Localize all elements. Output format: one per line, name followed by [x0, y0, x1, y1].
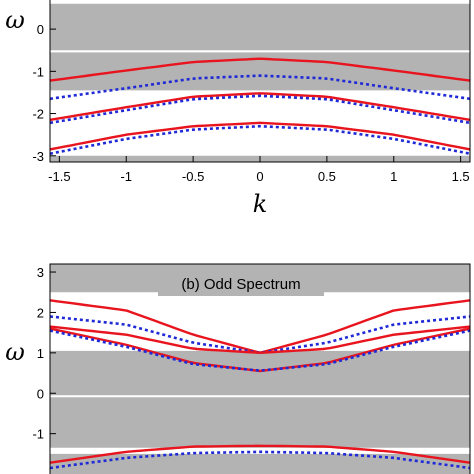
top-continuum-band	[50, 52, 470, 91]
top-x-tick-label: 1.5	[452, 169, 470, 184]
bottom-series-line	[50, 325, 470, 355]
bottom-y-axis-label: ω	[5, 338, 25, 366]
top-series-line	[50, 124, 470, 155]
top-y-axis-label: ω	[5, 6, 25, 34]
bottom-y-tick-label: -1	[32, 427, 44, 442]
bottom-series-group	[50, 299, 470, 470]
top-series-line	[50, 121, 470, 151]
top-y-tick-label: -3	[32, 149, 44, 164]
bottom-series-line	[50, 315, 470, 355]
bottom-continuum-region	[50, 264, 470, 474]
top-y-tick-label: -2	[32, 107, 44, 122]
bottom-plot-frame	[49, 263, 471, 474]
top-series-line	[50, 74, 470, 101]
top-series-line	[50, 92, 470, 122]
panel-title: (b) Odd Spectrum	[181, 276, 300, 293]
bottom-y-tick-label: 3	[37, 265, 44, 280]
top-continuum-band	[50, 3, 470, 51]
panel-title-background	[158, 270, 324, 296]
top-series-line	[50, 57, 470, 82]
bottom-continuum-band	[50, 350, 470, 396]
top-y-tick-label: 0	[37, 22, 44, 37]
top-panel: -1.5 -1 -0.5 0 0.5 1 1.5 -3 -2 -1 0 k ω	[5, 0, 471, 218]
top-x-tick-label: 0.5	[318, 169, 336, 184]
top-continuum-region	[50, 3, 470, 162]
top-x-ticks: -1.5 -1 -0.5 0 0.5 1 1.5	[48, 156, 470, 184]
top-x-tick-label: -1	[120, 169, 132, 184]
bottom-y-ticks: -1 0 1 2 3	[32, 265, 56, 442]
top-series-group	[50, 57, 470, 155]
bottom-y-tick-label: 0	[37, 386, 44, 401]
top-x-axis-label: k	[253, 190, 268, 218]
bottom-series-line	[50, 299, 470, 355]
bottom-series-line	[50, 450, 470, 470]
bottom-y-tick-label: 1	[37, 346, 44, 361]
bottom-series-line	[50, 444, 470, 464]
top-x-tick-label: -1.5	[48, 169, 70, 184]
bottom-series-line	[50, 327, 470, 373]
top-y-ticks: -3 -2 -1 0	[32, 22, 56, 164]
bottom-y-tick-label: 2	[37, 305, 44, 320]
bottom-panel: -1 0 1 2 3 (b) Odd Spectrum ω	[5, 263, 471, 474]
bottom-continuum-band	[50, 397, 470, 448]
bottom-series-line	[50, 329, 470, 372]
top-y-tick-label: -1	[32, 64, 44, 79]
top-series-line	[50, 94, 470, 125]
top-x-tick-label: -0.5	[182, 169, 204, 184]
top-x-tick-label: 1	[390, 169, 397, 184]
top-x-tick-label: 0	[256, 169, 263, 184]
bottom-continuum-band	[50, 453, 470, 474]
